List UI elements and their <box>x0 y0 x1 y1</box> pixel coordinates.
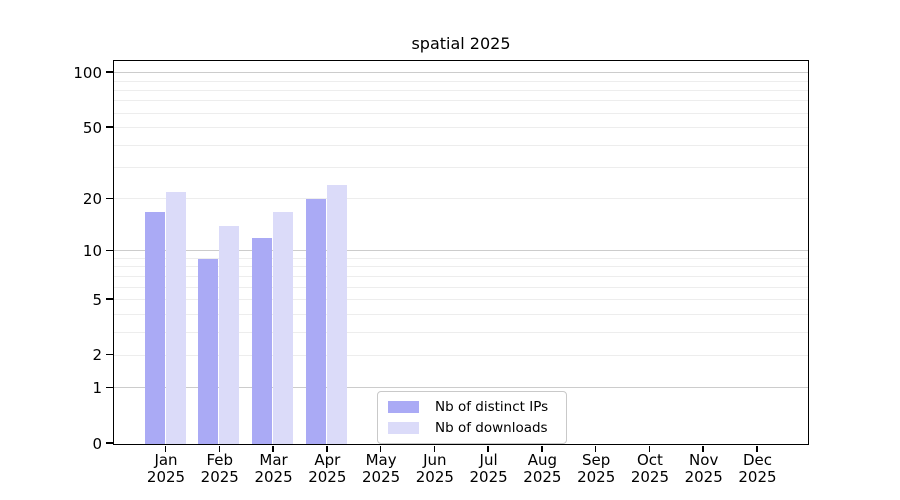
legend-item-distinct-ips: Nb of distinct IPs <box>388 399 556 415</box>
x-tick-mark <box>756 446 758 452</box>
bar-downloads-jan <box>165 192 186 444</box>
y-tick-mark <box>106 197 113 200</box>
x-tick-label-sep: Sep 2025 <box>577 451 616 486</box>
x-tick-label-dec: Dec 2025 <box>738 451 777 486</box>
y-tick-label: 50 <box>82 118 102 137</box>
gridline-minor <box>114 354 808 356</box>
gridline-minor <box>114 266 808 268</box>
y-tick-label: 2 <box>92 346 102 365</box>
y-tick-mark <box>106 442 113 444</box>
bar-distinct-ips-jan <box>144 211 165 444</box>
gridline-minor <box>114 313 808 315</box>
x-tick-mark <box>433 446 436 452</box>
legend-swatch-downloads <box>388 422 419 434</box>
x-tick-mark <box>487 446 489 452</box>
bar-downloads-feb <box>219 226 240 444</box>
gridline-minor <box>114 167 808 169</box>
x-tick-label-jun: Jun 2025 <box>415 451 454 486</box>
y-tick-label: 10 <box>82 241 102 260</box>
x-tick-label-jul: Jul 2025 <box>469 451 508 486</box>
x-tick-mark <box>164 446 167 452</box>
y-tick-label: 0 <box>92 434 102 453</box>
x-tick-label-may: May 2025 <box>361 451 401 486</box>
bar-distinct-ips-mar <box>252 237 273 444</box>
y-tick-label: 100 <box>73 63 102 82</box>
chart-title: spatial 2025 <box>411 34 511 53</box>
x-tick-label-feb: Feb 2025 <box>200 451 239 486</box>
x-tick-label-mar: Mar 2025 <box>254 451 293 486</box>
y-tick-mark <box>106 249 113 252</box>
gridline-minor <box>114 112 808 114</box>
y-tick-mark <box>106 298 113 300</box>
gridline-minor <box>114 198 808 200</box>
gridline-minor <box>114 286 808 288</box>
legend-item-downloads: Nb of downloads <box>388 420 556 436</box>
gridline-major <box>114 72 808 74</box>
gridline-minor <box>114 331 808 333</box>
x-tick-mark <box>541 446 543 452</box>
legend-label-downloads: Nb of downloads <box>435 420 548 436</box>
legend-label-distinct-ips: Nb of distinct IPs <box>435 399 549 415</box>
x-tick-mark <box>272 446 274 452</box>
y-tick-label: 5 <box>92 290 102 309</box>
gridline-minor <box>114 299 808 300</box>
gridline-minor <box>114 80 808 82</box>
legend: Nb of distinct IPs Nb of downloads <box>377 391 567 444</box>
gridline-minor <box>114 127 808 129</box>
x-tick-label-oct: Oct 2025 <box>630 451 670 486</box>
x-tick-mark <box>218 446 221 452</box>
gridline-minor <box>114 257 808 259</box>
y-tick-mark <box>106 126 113 128</box>
gridline-minor <box>114 89 808 91</box>
y-tick-label: 1 <box>92 378 102 397</box>
bar-distinct-ips-apr <box>305 199 326 444</box>
y-tick-mark <box>106 353 113 356</box>
gridline-minor <box>114 275 808 277</box>
x-tick-mark <box>326 446 328 452</box>
x-tick-label-nov: Nov 2025 <box>684 451 723 486</box>
legend-swatch-distinct-ips <box>388 401 419 413</box>
bar-downloads-mar <box>273 211 294 444</box>
x-tick-label-jan: Jan 2025 <box>146 451 186 486</box>
x-tick-label-aug: Aug 2025 <box>523 451 562 486</box>
x-tick-mark <box>648 446 651 452</box>
y-tick-mark <box>106 386 113 389</box>
y-tick-mark <box>106 71 113 73</box>
bar-distinct-ips-feb <box>198 258 219 444</box>
plot-area <box>106 60 809 452</box>
x-tick-mark <box>594 446 597 452</box>
y-tick-label: 20 <box>82 189 102 208</box>
x-tick-mark <box>379 446 382 452</box>
x-tick-mark <box>702 446 704 452</box>
gridline-minor <box>114 100 808 102</box>
x-tick-label-apr: Apr 2025 <box>308 451 347 486</box>
gridline-minor <box>114 144 808 146</box>
gridline-major <box>114 250 808 252</box>
bar-downloads-apr <box>326 185 347 444</box>
gridline-major <box>114 387 808 389</box>
